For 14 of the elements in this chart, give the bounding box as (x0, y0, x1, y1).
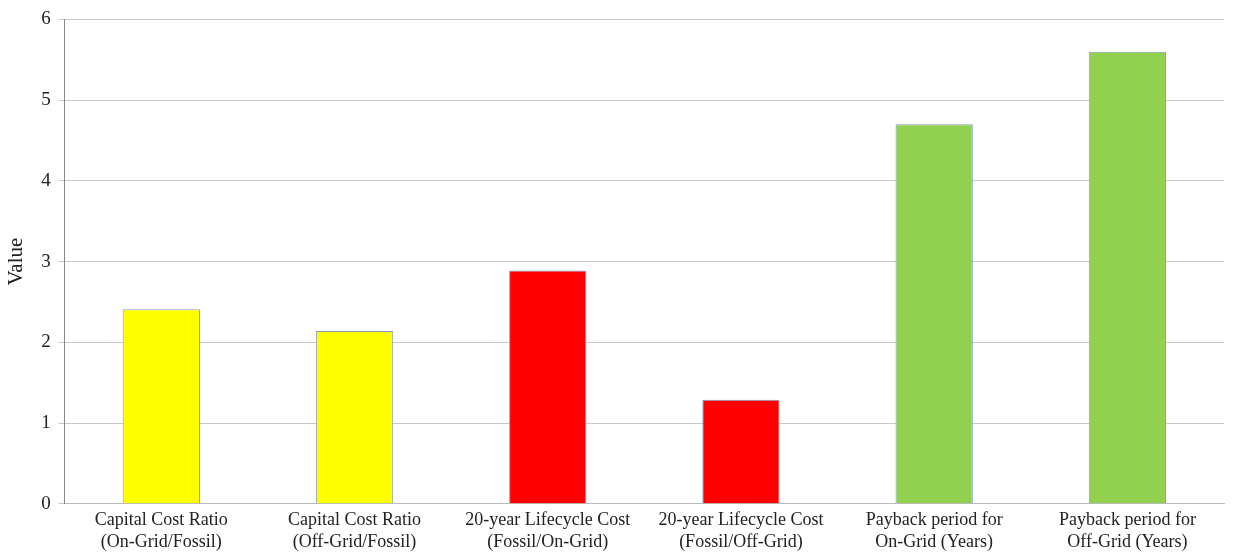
x-tick-label: Payback period for Off-Grid (Years) (1058, 509, 1196, 552)
y-tick-label: 4 (41, 168, 52, 190)
x-tick-label: Capital Cost Ratio (On-Grid/Fossil) (94, 509, 228, 552)
y-tick-label: 1 (41, 411, 51, 433)
y-tick-label: 3 (41, 249, 51, 271)
y-tick-label: 6 (41, 7, 51, 29)
x-tick-label: Capital Cost Ratio (Off-Grid/Fossil) (288, 509, 422, 552)
x-tick-label: 20-year Lifecycle Cost (Fossil/Off-Grid) (658, 509, 824, 552)
y-tick-label: 2 (41, 330, 51, 352)
x-tick-label: 20-year Lifecycle Cost (Fossil/On-Grid) (465, 509, 631, 552)
y-axis-title: Value (3, 237, 28, 286)
x-tick-label: Payback period for On-Grid (Years) (865, 509, 1003, 552)
y-tick-label: 0 (41, 491, 51, 513)
y-tick-label: 5 (41, 88, 51, 110)
